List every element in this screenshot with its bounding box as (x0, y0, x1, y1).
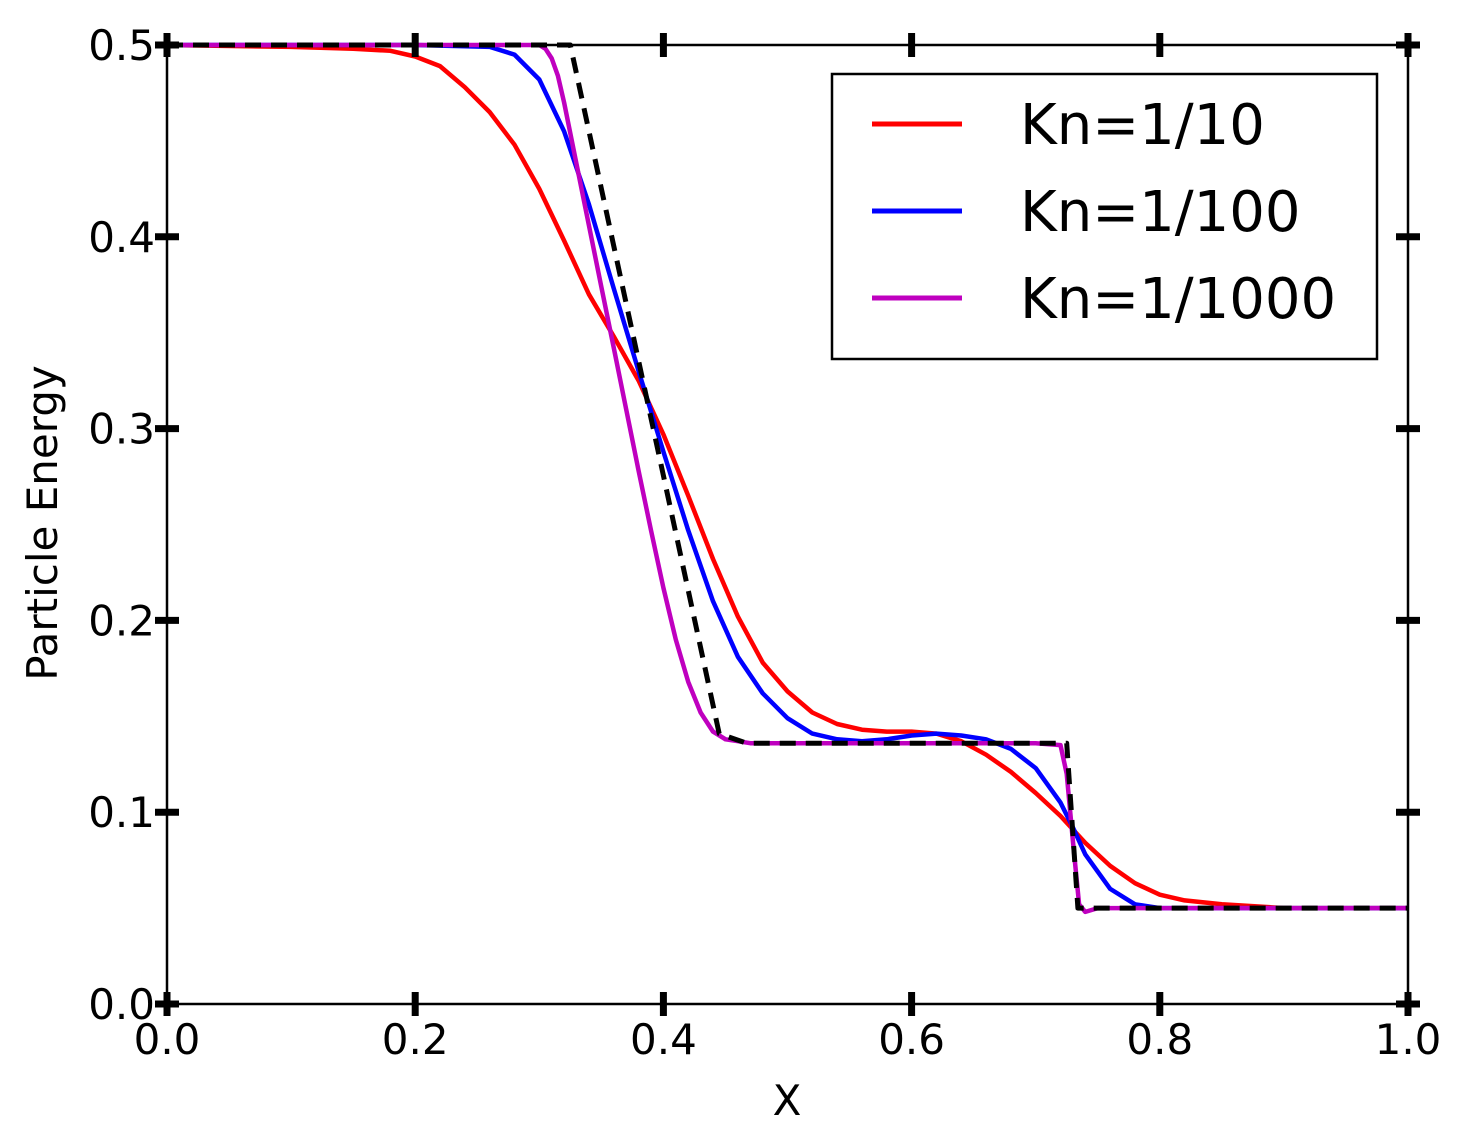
y-tick-label: 0.5 (88, 21, 155, 70)
y-tick-label: 0.2 (88, 596, 155, 645)
x-tick-label: 0.8 (1126, 1015, 1193, 1064)
legend-label: Kn=1/100 (1020, 180, 1301, 245)
y-tick-label: 0.0 (88, 980, 155, 1029)
y-tick-label: 0.3 (88, 405, 155, 454)
plot-area (165, 42, 1410, 1006)
y-tick-label: 0.1 (88, 788, 155, 837)
series-line-0 (166, 42, 1408, 911)
y-tick-label: 0.4 (88, 213, 155, 262)
x-axis-label: X (773, 1076, 802, 1125)
y-axis-label: Particle Energy (18, 365, 67, 681)
legend: Kn=1/10 Kn=1/100 Kn=1/1000 (830, 72, 1379, 361)
legend-label: Kn=1/10 (1020, 93, 1265, 158)
x-tick-label: 0.6 (878, 1015, 945, 1064)
x-tick-label: 0.4 (630, 1015, 697, 1064)
legend-label: Kn=1/1000 (1020, 267, 1336, 332)
plot-frame (165, 43, 1410, 1006)
x-tick-label: 0.0 (134, 1015, 201, 1064)
x-tick-label: 0.2 (382, 1015, 449, 1064)
x-tick-label: 1.0 (1375, 1015, 1442, 1064)
tick-labels: 0.0 0.2 0.4 0.6 0.8 1.0 0.0 0.1 0.2 0.3 0.4 0.5 (88, 21, 1441, 1064)
axis-ticks (155, 33, 1420, 1016)
series-line-reference (167, 42, 1408, 911)
